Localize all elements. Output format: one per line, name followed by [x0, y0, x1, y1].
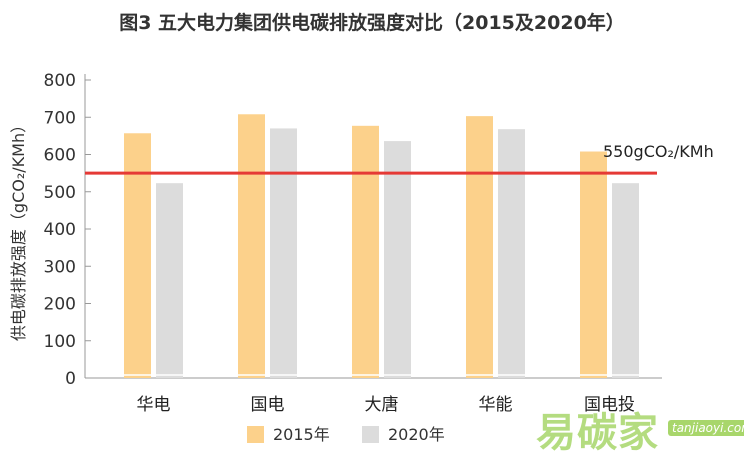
bar-2020 — [612, 183, 639, 378]
watermark-logo: 易碳家 — [536, 410, 659, 456]
y-tick-label: 100 — [44, 332, 76, 352]
bar-2015 — [124, 133, 151, 378]
bar-2015 — [238, 114, 265, 379]
legend-label: 2015年 — [273, 425, 330, 444]
bar-2015 — [466, 116, 493, 378]
bar-2020 — [270, 128, 297, 378]
bar-2020 — [156, 183, 183, 378]
reference-line-label: 550gCO₂/KMh — [603, 142, 714, 161]
bar-2020 — [384, 141, 411, 378]
chart-title: 图3 五大电力集团供电碳排放强度对比（2015及2020年） — [119, 12, 625, 34]
y-tick-label: 500 — [44, 183, 76, 203]
x-tick-label: 华能 — [479, 395, 513, 415]
y-axis-label: 供电碳排放强度（gCO₂/KMh） — [9, 117, 28, 341]
x-tick-label: 国电 — [251, 395, 285, 415]
bar-2020 — [498, 129, 525, 378]
y-tick-label: 600 — [44, 146, 76, 166]
legend-swatch-2015 — [247, 426, 264, 443]
legend-label: 2020年 — [388, 425, 445, 444]
y-tick-label: 400 — [44, 220, 76, 240]
y-tick-label: 0 — [65, 369, 76, 389]
x-tick-label: 大唐 — [365, 394, 399, 415]
x-tick-label: 国电投 — [584, 395, 635, 415]
bar-2015 — [352, 125, 379, 378]
x-tick-label: 华电 — [137, 395, 171, 415]
watermark-url: tanjiaoyi.com — [668, 420, 744, 436]
bar-2015 — [580, 151, 607, 378]
y-tick-label: 700 — [44, 108, 76, 128]
y-tick-label: 300 — [44, 257, 76, 277]
y-tick-label: 800 — [44, 71, 76, 91]
legend-swatch-2020 — [362, 426, 379, 443]
y-tick-label: 200 — [44, 295, 76, 315]
